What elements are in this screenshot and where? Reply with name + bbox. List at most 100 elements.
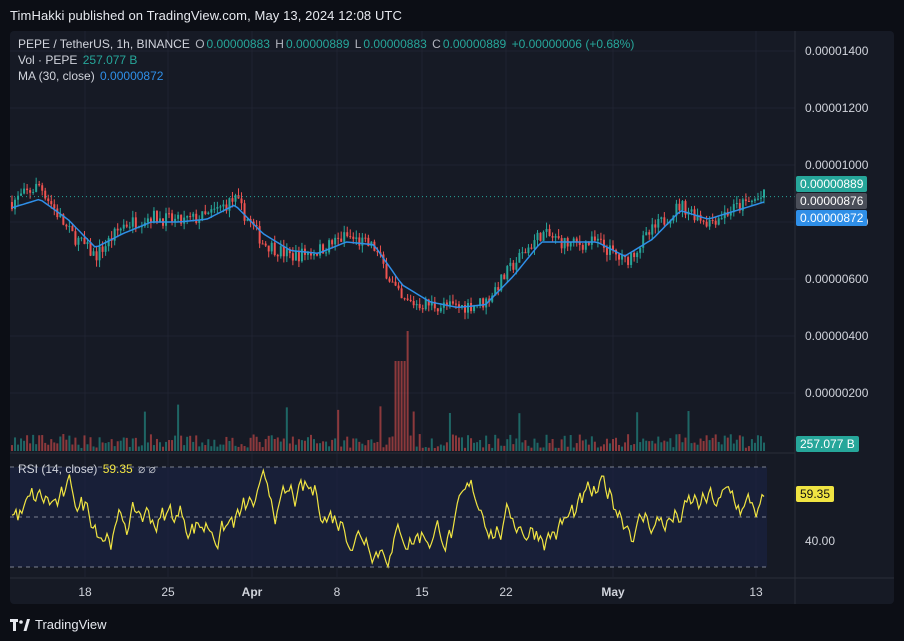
candle-body bbox=[195, 213, 198, 223]
candle-body bbox=[675, 203, 678, 216]
volume-bar bbox=[11, 445, 13, 451]
candle-body bbox=[578, 242, 581, 245]
candle-body bbox=[309, 252, 312, 256]
volume-bar bbox=[669, 438, 672, 451]
volume-bar bbox=[119, 440, 122, 451]
candle-body bbox=[470, 302, 473, 312]
price-chart[interactable]: 0.000014000.000012000.000010000.00000800… bbox=[10, 31, 894, 604]
high-label: H bbox=[275, 37, 284, 51]
volume-bar bbox=[741, 436, 744, 451]
rsi-value: 59.35 bbox=[102, 462, 133, 476]
ohlc-legend: PEPE / TetherUS, 1h, BINANCE O 0.00000883… bbox=[18, 37, 636, 51]
candle-body bbox=[355, 237, 358, 239]
volume-bar bbox=[17, 444, 20, 451]
volume-bar bbox=[569, 435, 572, 451]
candle-body bbox=[71, 226, 74, 232]
candle-body bbox=[448, 301, 451, 306]
close-value: 0.00000889 bbox=[442, 37, 507, 51]
volume-bar bbox=[599, 446, 602, 451]
candle-body bbox=[198, 220, 201, 223]
footer-brand: TradingView bbox=[35, 617, 107, 632]
volume-bar bbox=[92, 446, 95, 451]
volume-value: 257.077 B bbox=[82, 53, 138, 67]
volume-bar bbox=[400, 361, 403, 451]
candle-body bbox=[663, 217, 666, 225]
volume-bar bbox=[536, 442, 539, 451]
volume-bar bbox=[86, 444, 89, 451]
candle-body bbox=[639, 247, 642, 253]
volume-bar bbox=[575, 443, 578, 451]
candle-body bbox=[587, 241, 590, 245]
candle-body bbox=[201, 211, 204, 221]
ma-label[interactable]: MA (30, close) bbox=[18, 69, 95, 83]
candle-body bbox=[735, 203, 738, 205]
volume-bar bbox=[660, 442, 663, 451]
volume-bar bbox=[509, 434, 512, 451]
volume-bar bbox=[246, 447, 249, 451]
candle-body bbox=[479, 298, 482, 306]
volume-bar bbox=[678, 434, 681, 451]
candle-body bbox=[729, 212, 732, 216]
candle-body bbox=[506, 266, 509, 280]
volume-bar bbox=[494, 434, 497, 451]
candle-body bbox=[744, 199, 747, 201]
volume-label[interactable]: Vol · PEPE bbox=[18, 53, 78, 67]
volume-bar bbox=[473, 442, 476, 451]
candle-body bbox=[460, 305, 463, 308]
candle-body bbox=[500, 274, 503, 291]
volume-bar bbox=[618, 444, 621, 451]
volume-bar bbox=[110, 439, 113, 451]
volume-bar bbox=[162, 446, 165, 451]
time-axis-label: 22 bbox=[499, 585, 513, 599]
candle-body bbox=[545, 228, 548, 232]
volume-bar bbox=[328, 446, 331, 451]
volume-bar bbox=[560, 439, 563, 451]
volume-bar bbox=[524, 440, 527, 451]
candle-body bbox=[83, 237, 86, 245]
candle-body bbox=[77, 237, 80, 245]
volume-bar bbox=[225, 436, 228, 451]
volume-bar bbox=[77, 444, 80, 451]
volume-bar bbox=[663, 440, 666, 451]
volume-bar bbox=[756, 435, 759, 451]
candle-body bbox=[219, 206, 222, 208]
candle-body bbox=[560, 238, 563, 249]
volume-bar bbox=[406, 331, 409, 451]
volume-bar bbox=[349, 447, 352, 451]
candle-body bbox=[189, 216, 192, 218]
candle-body bbox=[717, 218, 720, 225]
candle-body bbox=[107, 238, 110, 247]
candle-body bbox=[654, 224, 657, 228]
rsi-label[interactable]: RSI (14, close) bbox=[18, 462, 98, 476]
volume-bar bbox=[29, 443, 32, 451]
volume-bar bbox=[714, 434, 717, 451]
volume-bar bbox=[479, 439, 482, 451]
volume-bar bbox=[711, 437, 714, 451]
chart-panel[interactable]: 0.000014000.000012000.000010000.00000800… bbox=[10, 31, 894, 604]
candle-body bbox=[533, 240, 536, 249]
volume-bar bbox=[542, 447, 545, 451]
time-axis-label: Apr bbox=[242, 585, 263, 599]
volume-bar bbox=[551, 439, 554, 451]
volume-bar bbox=[457, 437, 460, 451]
volume-bar bbox=[470, 438, 473, 451]
volume-bar bbox=[391, 436, 394, 451]
volume-bar bbox=[545, 434, 548, 451]
volume-bar bbox=[62, 434, 65, 451]
price-axis-label: 0.00000600 bbox=[805, 272, 869, 286]
volume-bar bbox=[309, 434, 312, 451]
price-axis-label: 0.00000400 bbox=[805, 329, 869, 343]
candle-body bbox=[427, 299, 430, 306]
candle-body bbox=[454, 303, 457, 305]
candle-body bbox=[53, 204, 56, 209]
candle-body bbox=[328, 240, 331, 253]
volume-bar bbox=[708, 440, 711, 451]
price-axis-label: 0.00001200 bbox=[805, 101, 869, 115]
volume-bar bbox=[255, 436, 258, 451]
volume-bar bbox=[158, 442, 161, 451]
tradingview-logo[interactable]: TradingView bbox=[10, 617, 107, 632]
volume-bar bbox=[171, 440, 174, 451]
candle-body bbox=[575, 238, 578, 243]
legend-symbol[interactable]: PEPE / TetherUS, 1h, BINANCE bbox=[18, 37, 190, 51]
candle-body bbox=[113, 228, 116, 241]
